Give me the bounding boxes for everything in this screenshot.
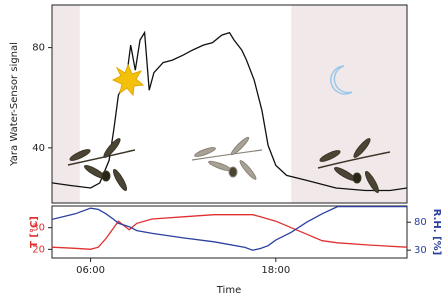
y-axis-label: Yara Water-Sensor signal: [9, 42, 20, 167]
x-axis-label: Time: [216, 285, 241, 296]
olive-branch-icon: [192, 136, 262, 181]
y-axis-label: T [°C]: [29, 216, 40, 248]
y2-tick-label: 80: [414, 217, 427, 228]
y-tick-label: 40: [32, 143, 45, 154]
chart: 40802030308006:0018:00 Yara Water-Sensor…: [0, 0, 447, 302]
x-tick-label: 06:00: [76, 265, 105, 276]
y2-tick-label: 30: [414, 245, 427, 256]
night-shade: [52, 5, 80, 203]
y2-axis-label: R.H. [%]: [431, 209, 442, 256]
y-tick-label: 80: [32, 43, 45, 54]
x-tick-label: 18:00: [261, 265, 290, 276]
sun-icon: [113, 65, 143, 95]
